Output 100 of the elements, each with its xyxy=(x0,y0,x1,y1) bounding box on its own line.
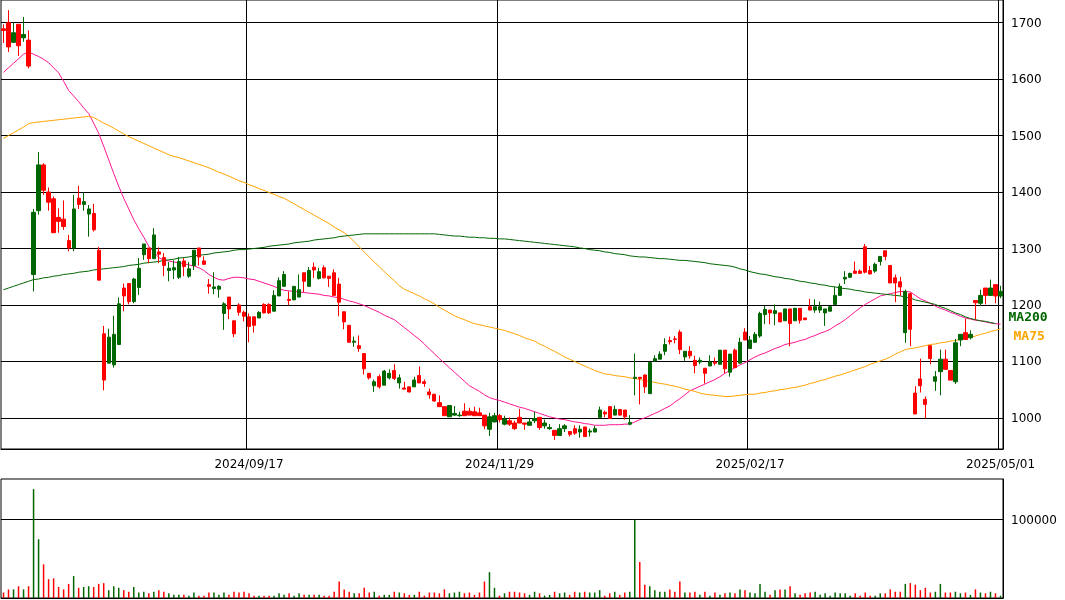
candlestick xyxy=(192,249,196,271)
candlestick xyxy=(342,311,346,330)
candlestick xyxy=(628,414,632,426)
candlestick xyxy=(197,247,201,266)
candlestick xyxy=(908,292,912,347)
x-tick-label: 2024/11/29 xyxy=(464,457,535,471)
candlestick xyxy=(708,354,712,367)
candlestick xyxy=(11,22,16,43)
candlestick xyxy=(923,395,927,419)
candlestick xyxy=(878,255,882,266)
candlestick xyxy=(633,353,637,396)
candlestick xyxy=(778,312,782,323)
candlestick xyxy=(613,405,617,416)
candlestick xyxy=(968,329,973,340)
candlestick xyxy=(788,308,792,347)
candlestick xyxy=(312,262,316,279)
candlestick xyxy=(232,320,236,338)
candlestick xyxy=(578,424,582,439)
candlestick xyxy=(392,363,396,381)
candlestick xyxy=(92,203,96,233)
x-tick-label: 2024/09/17 xyxy=(214,457,284,471)
candlestick xyxy=(36,151,41,216)
candlestick xyxy=(668,336,672,346)
candlestick xyxy=(147,247,151,264)
candlestick xyxy=(978,289,983,307)
y-tick-label: 1100 xyxy=(1011,354,1042,369)
candlestick xyxy=(377,373,381,390)
candlestick xyxy=(82,192,86,212)
candlestick xyxy=(693,355,697,374)
candlestick xyxy=(16,23,21,57)
candlestick xyxy=(527,418,532,426)
candlestick xyxy=(397,373,401,390)
candlestick xyxy=(182,257,186,277)
candlestick xyxy=(352,336,356,348)
candlestick xyxy=(222,301,226,331)
candlestick xyxy=(357,334,361,353)
candlestick xyxy=(537,416,542,431)
candlestick xyxy=(738,337,742,364)
y-tick-label: 1400 xyxy=(1011,185,1042,200)
candlestick xyxy=(307,266,311,287)
candlestick xyxy=(41,162,46,196)
candlestick xyxy=(943,349,948,370)
candlestick xyxy=(793,307,797,322)
candlestick xyxy=(928,345,932,365)
candlestick xyxy=(207,278,211,295)
candlestick xyxy=(598,406,602,419)
candlestick xyxy=(502,415,507,426)
candlestick xyxy=(988,279,993,296)
candlestick xyxy=(663,337,667,356)
candlestick xyxy=(718,349,722,365)
candlestick xyxy=(728,353,732,378)
candlestick xyxy=(953,338,958,385)
line-series xyxy=(3,51,1001,426)
candlestick xyxy=(152,227,156,260)
candlestick xyxy=(257,310,261,319)
y-tick-label: 1000 xyxy=(1011,410,1042,425)
x-tick-label: 2025/02/17 xyxy=(715,457,785,471)
candlestick xyxy=(347,324,351,343)
candlestick xyxy=(362,353,366,375)
series-label: MA75 xyxy=(1013,328,1045,344)
candlestick xyxy=(958,333,963,347)
candlestick xyxy=(372,379,376,393)
candlestick xyxy=(733,347,737,369)
candlestick xyxy=(583,426,587,438)
candlestick xyxy=(913,385,917,415)
candlestick xyxy=(698,357,702,365)
candlestick xyxy=(77,185,81,210)
candlestick xyxy=(21,16,26,43)
candlestick xyxy=(97,246,101,281)
candlestick xyxy=(983,287,988,305)
candlestick xyxy=(688,345,692,360)
candlestick xyxy=(102,325,106,391)
candlestick xyxy=(532,411,537,424)
candlestick xyxy=(227,296,231,320)
candlestick xyxy=(723,349,727,374)
candlestick xyxy=(72,194,76,252)
candlestick xyxy=(67,234,71,252)
candlestick xyxy=(883,250,887,261)
candlestick xyxy=(162,252,166,277)
candlestick xyxy=(783,308,787,322)
candlestick xyxy=(26,30,31,69)
candlestick xyxy=(948,370,953,381)
y-tick-label: 1700 xyxy=(1011,15,1042,30)
candlestick xyxy=(713,357,717,366)
candlestick xyxy=(743,327,747,341)
candlestick xyxy=(412,376,416,388)
candlestick xyxy=(187,261,191,279)
candlestick xyxy=(768,309,772,325)
candlestick xyxy=(302,272,306,293)
candlestick xyxy=(552,429,557,441)
candlestick xyxy=(157,246,161,264)
candlestick xyxy=(317,267,321,281)
candlestick xyxy=(497,413,502,423)
candlestick xyxy=(998,285,1003,299)
candlestick xyxy=(933,370,937,392)
candlestick xyxy=(963,318,968,340)
candlestick xyxy=(367,372,371,381)
y-tick-label: 1500 xyxy=(1011,128,1042,143)
series-label: MA200 xyxy=(1008,309,1048,325)
candlestick xyxy=(773,303,777,326)
